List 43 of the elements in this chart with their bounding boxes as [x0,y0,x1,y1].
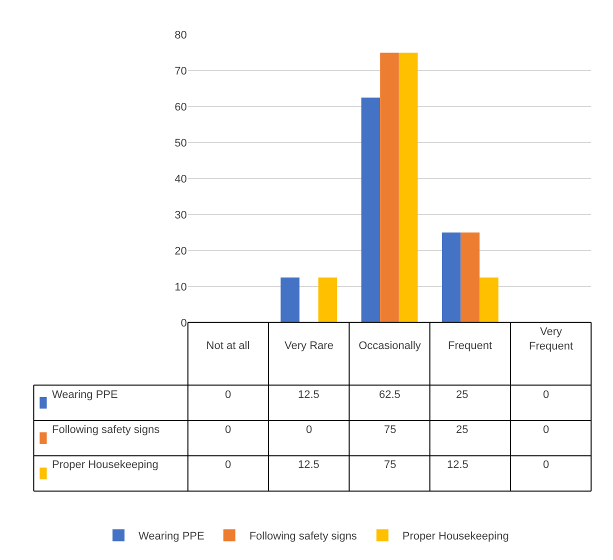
data-label: 0 [543,424,550,436]
bar [460,232,480,322]
y-tick-label: 20 [174,245,187,258]
bar [398,52,418,322]
bar [480,277,498,322]
bar [380,52,399,322]
text: Following safety signs [52,424,160,436]
data-label: 12.5 [447,459,468,471]
y-tick-label: 30 [174,209,187,222]
data-label: 0 [225,459,232,471]
y-tick-label: 60 [174,102,187,114]
legend-label: Proper Housekeeping [402,530,509,543]
text: Wearing PPE [52,389,118,401]
text: Proper Housekeeping [52,459,158,471]
x-tick-label: Occasionally [358,340,422,352]
y-tick-label: 70 [174,66,187,78]
y-tick-label: 0 [180,317,187,330]
legend-label: Wearing PPE [138,530,204,543]
y-tick-label: 80 [174,30,187,42]
data-label: 62.5 [379,389,400,401]
data-label: 0 [543,459,550,471]
data-label: 12.5 [298,459,320,471]
x-tick-label: Very Frequent [528,326,574,352]
data-label: 25 [456,424,468,436]
data-label: 75 [384,424,396,436]
bar [318,277,338,322]
y-tick-label: 10 [174,281,187,294]
x-tick-label: Not at all [206,340,250,352]
data-label: 0 [306,424,312,436]
bar [442,232,461,322]
y-tick-label: 40 [174,173,187,186]
bar [280,277,300,322]
data-label: 12.5 [298,389,320,401]
data-label: 25 [456,389,468,401]
legend-label: Following safety signs [249,530,358,543]
x-tick-label: Frequent [448,340,492,352]
data-label: 0 [225,424,232,436]
data-label: 0 [225,389,232,401]
data-label: 0 [543,389,550,401]
x-tick-label: Very Rare [284,340,334,352]
bar [361,98,380,322]
data-label: 75 [384,459,396,471]
y-tick-label: 50 [174,137,187,150]
